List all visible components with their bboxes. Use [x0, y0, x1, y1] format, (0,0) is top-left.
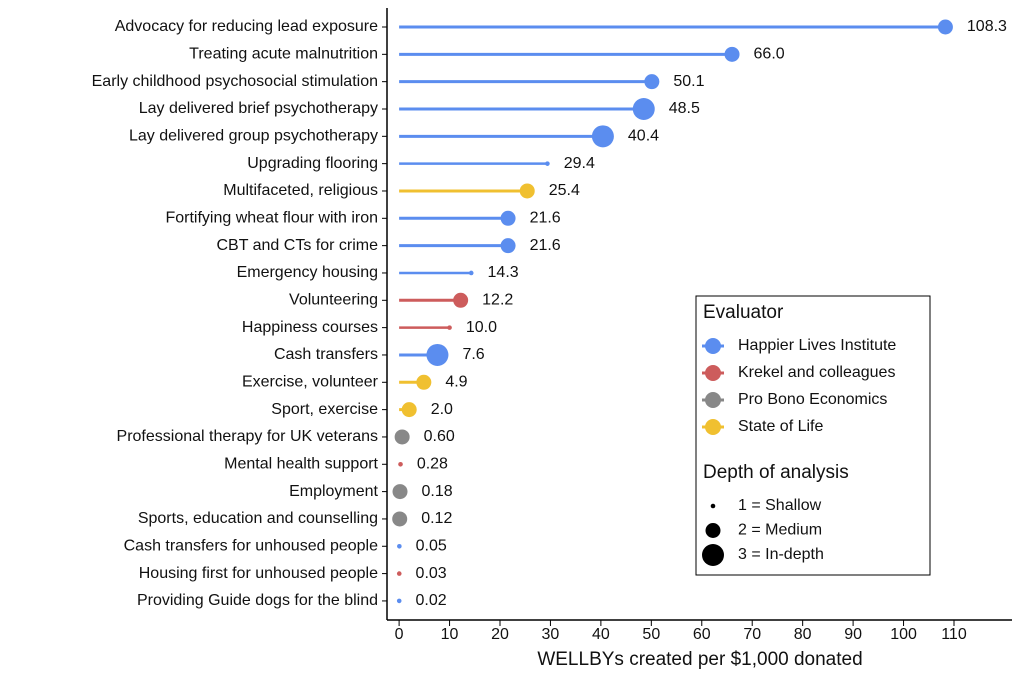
legend-label: 1 = Shallow: [738, 497, 822, 514]
category-label: Sport, exercise: [271, 401, 378, 418]
lollipop-dot: [396, 571, 402, 576]
legend-size-key: [705, 523, 721, 538]
x-tick-label: 110: [941, 626, 967, 643]
legend-label: 3 = In-depth: [738, 546, 824, 563]
value-label: 21.6: [530, 237, 561, 254]
category-label: Fortifying wheat flour with iron: [165, 210, 378, 227]
value-label: 0.05: [416, 537, 447, 554]
x-tick-label: 60: [693, 626, 711, 643]
lollipop-dot: [500, 238, 516, 254]
category-label: Cash transfers: [274, 346, 378, 363]
legend-title: Depth of analysis: [703, 462, 849, 483]
lollipop-dot: [394, 429, 410, 445]
category-label: Providing Guide dogs for the blind: [137, 592, 378, 609]
value-label: 25.4: [549, 182, 580, 199]
legend-key: [705, 419, 721, 435]
value-label: 66.0: [754, 46, 785, 63]
value-label: 40.4: [628, 128, 659, 145]
lollipop-dot: [519, 183, 535, 199]
lollipop-dot: [632, 97, 655, 120]
category-label: Exercise, volunteer: [242, 374, 379, 391]
x-tick-label: 90: [844, 626, 862, 643]
legend-label: Krekel and colleagues: [738, 364, 895, 381]
lollipop-dot: [937, 19, 953, 35]
value-label: 14.3: [488, 264, 519, 281]
x-tick-label: 50: [642, 626, 660, 643]
category-label: Lay delivered brief psychotherapy: [139, 100, 378, 117]
category-label: Employment: [289, 483, 378, 500]
value-label: 21.6: [530, 210, 561, 227]
lollipop-dot: [453, 292, 469, 308]
lollipop-dot: [591, 125, 614, 148]
legend-box: [695, 295, 931, 576]
lollipop-dot: [447, 325, 452, 330]
value-label: 4.9: [445, 374, 467, 391]
legend-size-key: [702, 544, 724, 566]
legend-label: Happier Lives Institute: [738, 337, 896, 354]
value-label: 7.6: [462, 346, 484, 363]
legend-key: [705, 365, 721, 381]
category-label: Emergency housing: [237, 264, 378, 281]
x-tick-label: 10: [441, 626, 459, 643]
x-tick-label: 100: [890, 626, 917, 643]
value-label: 50.1: [673, 73, 704, 90]
value-label: 0.02: [416, 592, 447, 609]
lollipop-dot: [468, 270, 474, 276]
category-label: Early childhood psychosocial stimulation: [92, 73, 378, 90]
lollipop-dot: [416, 374, 432, 390]
legend-label: Pro Bono Economics: [738, 391, 887, 408]
x-tick-label: 40: [592, 626, 610, 643]
lollipop-dot: [724, 46, 740, 62]
category-label: Volunteering: [289, 292, 378, 309]
category-label: Housing first for unhoused people: [139, 565, 378, 582]
category-label: Advocacy for reducing lead exposure: [115, 18, 378, 35]
category-label: Upgrading flooring: [247, 155, 378, 172]
x-tick-label: 80: [794, 626, 812, 643]
x-tick-label: 30: [542, 626, 560, 643]
value-label: 2.0: [431, 401, 453, 418]
legend-label: State of Life: [738, 418, 823, 435]
value-label: 0.28: [417, 455, 448, 472]
lollipop-dot: [392, 511, 408, 527]
value-label: 0.60: [424, 428, 455, 445]
legend-key: [705, 392, 721, 408]
category-label: Multifaceted, religious: [223, 182, 378, 199]
value-label: 0.03: [416, 565, 447, 582]
value-label: 29.4: [564, 155, 595, 172]
lollipop-dot: [401, 402, 417, 418]
legend-size-key: [710, 503, 716, 509]
legend-title: Evaluator: [703, 302, 784, 323]
category-label: Professional therapy for UK veterans: [117, 428, 378, 445]
lollipop-dot: [396, 598, 402, 604]
x-axis-title: WELLBYs created per $1,000 donated: [537, 649, 862, 670]
lollipop-dot: [426, 343, 449, 366]
category-label: Mental health support: [224, 455, 378, 472]
value-label: 108.3: [967, 18, 1007, 35]
value-label: 0.12: [421, 510, 452, 527]
category-label: Treating acute malnutrition: [189, 46, 378, 63]
category-label: Happiness courses: [242, 319, 378, 336]
category-label: Lay delivered group psychotherapy: [129, 128, 378, 145]
lollipop-dot: [398, 461, 403, 467]
value-label: 0.18: [422, 483, 453, 500]
legend-label: 2 = Medium: [738, 522, 822, 539]
value-label: 48.5: [669, 100, 700, 117]
lollipop-dot: [644, 74, 660, 90]
category-label: Cash transfers for unhoused people: [124, 537, 378, 554]
category-label: CBT and CTs for crime: [216, 237, 378, 254]
lollipop-dot: [392, 484, 408, 500]
x-tick-label: 20: [491, 626, 509, 643]
value-label: 10.0: [466, 319, 497, 336]
lollipop-dot: [500, 210, 516, 226]
lollipop-dot: [397, 543, 402, 549]
category-label: Sports, education and counselling: [138, 510, 378, 527]
x-tick-label: 0: [395, 626, 404, 643]
legend-key: [705, 338, 721, 354]
lollipop-dot: [545, 161, 550, 166]
x-tick-label: 70: [743, 626, 761, 643]
value-label: 12.2: [482, 292, 513, 309]
